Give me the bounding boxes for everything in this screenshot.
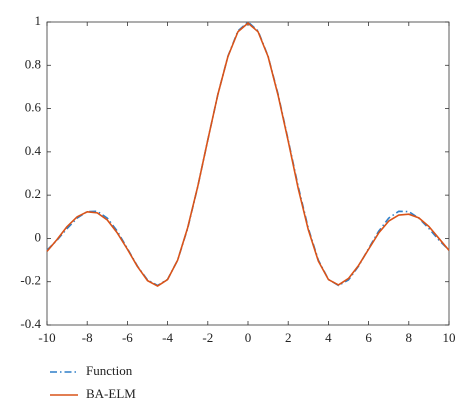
y-tick-label: -0.2	[20, 273, 41, 288]
x-tick-label: -6	[122, 330, 133, 345]
x-tick-label: -10	[38, 330, 55, 345]
x-tick-label: -4	[162, 330, 173, 345]
y-tick-label: 0.8	[25, 56, 41, 71]
x-tick-label: 0	[245, 330, 252, 345]
x-tick-label: 8	[406, 330, 413, 345]
legend-label: Function	[86, 363, 133, 378]
x-tick-label: -8	[82, 330, 93, 345]
y-tick-label: 0.6	[25, 100, 42, 115]
y-tick-label: 0.4	[25, 143, 42, 158]
y-tick-label: 0	[35, 229, 42, 244]
legend-label: BA-ELM	[86, 386, 136, 401]
x-tick-label: 6	[365, 330, 372, 345]
plot-frame	[46, 21, 450, 326]
series-line	[46, 22, 450, 287]
y-tick-label: 1	[35, 13, 42, 28]
x-tick-label: 2	[285, 330, 292, 345]
series-line	[46, 21, 450, 287]
y-tick-label: 0.2	[25, 186, 41, 201]
x-tick-label: -2	[202, 330, 213, 345]
x-tick-label: 10	[443, 330, 456, 345]
x-tick-label: 4	[325, 330, 332, 345]
y-tick-label: -0.4	[20, 316, 41, 331]
